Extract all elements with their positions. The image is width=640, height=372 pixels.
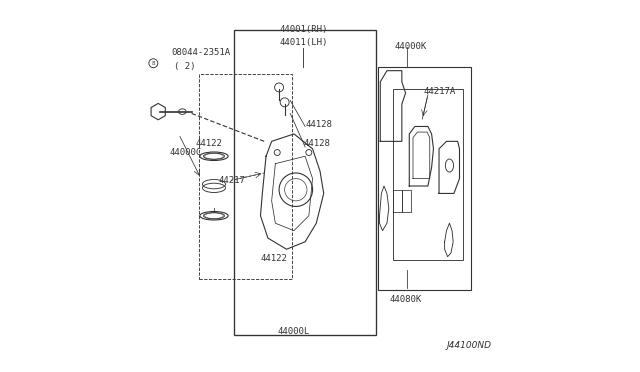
Text: 44080K: 44080K (389, 295, 422, 304)
Text: 44011(LH): 44011(LH) (279, 38, 328, 47)
Text: 44000C: 44000C (170, 148, 202, 157)
Text: J44100ND: J44100ND (446, 341, 491, 350)
Text: 44000L: 44000L (277, 327, 310, 336)
Text: 08044-2351A: 08044-2351A (172, 48, 230, 57)
Bar (199, 74, 292, 279)
Text: 44128: 44128 (303, 139, 330, 148)
Text: 44122: 44122 (260, 254, 287, 263)
Bar (234, 30, 376, 335)
Text: 44122: 44122 (195, 139, 222, 148)
Text: 44128: 44128 (306, 120, 333, 129)
Bar (392, 89, 463, 260)
Bar (392, 190, 402, 212)
Text: ( 2): ( 2) (174, 62, 196, 71)
Text: 44217: 44217 (219, 176, 246, 185)
Text: 8: 8 (152, 61, 155, 66)
Bar (402, 190, 411, 212)
Bar (378, 67, 470, 290)
Text: 44001(RH): 44001(RH) (279, 25, 328, 34)
Text: 44217A: 44217A (424, 87, 456, 96)
Text: 44000K: 44000K (394, 42, 427, 51)
